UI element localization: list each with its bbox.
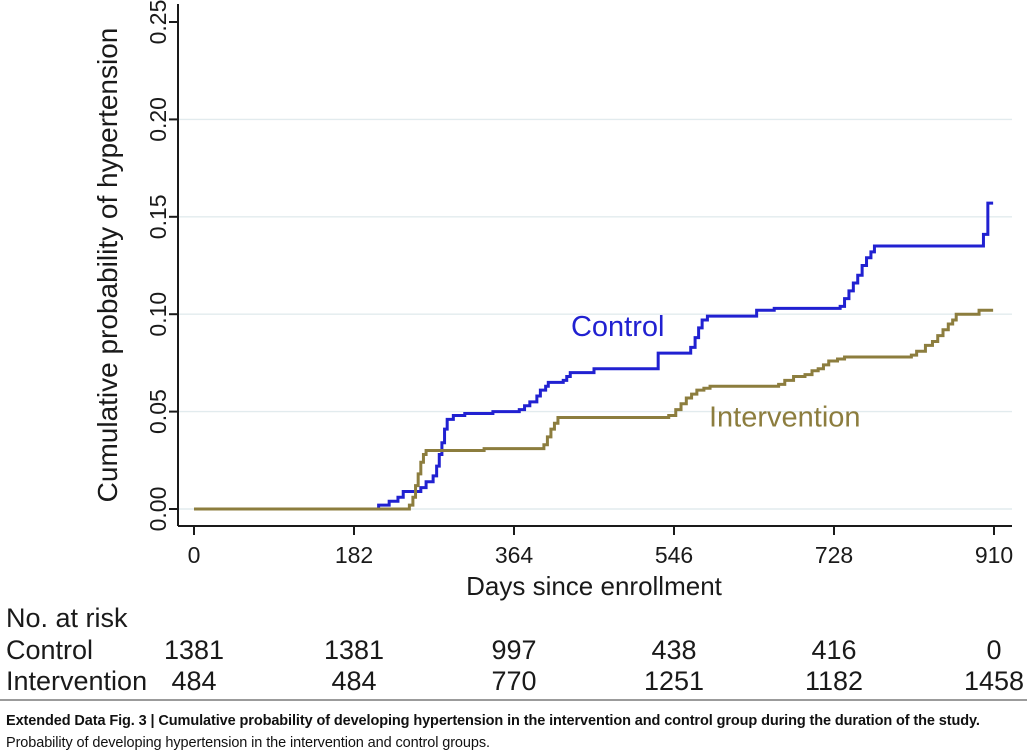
risk-table-title: No. at risk xyxy=(6,603,128,633)
x-tick-label: 910 xyxy=(975,542,1013,568)
risk-count-intervention-t364: 770 xyxy=(491,666,537,696)
caption-divider-rule xyxy=(0,699,1027,701)
risk-count-control-t546: 438 xyxy=(651,635,697,665)
control-curve xyxy=(194,201,994,511)
risk-count-intervention-t910: 1458 xyxy=(963,666,1025,696)
risk-count-intervention-t0: 484 xyxy=(171,666,217,696)
y-tick-label: 0.05 xyxy=(145,389,171,434)
control-curve-label: Control xyxy=(571,311,665,343)
x-tick-label: 546 xyxy=(655,542,693,568)
risk-count-intervention-t182: 484 xyxy=(331,666,377,696)
y-tick-label: 0.00 xyxy=(145,487,171,532)
risk-row-label-intervention: Intervention xyxy=(6,666,148,696)
intervention-curve-label: Intervention xyxy=(709,401,861,433)
caption-title-bold: Extended Data Fig. 3 | Cumulative probab… xyxy=(6,713,980,729)
risk-count-intervention-t546: 1251 xyxy=(643,666,705,696)
figure-caption: Extended Data Fig. 3 | Cumulative probab… xyxy=(6,710,1020,754)
risk-count-intervention-t728: 1182 xyxy=(804,666,864,696)
y-tick-label: 0.20 xyxy=(145,97,171,142)
risk-count-control-t728: 416 xyxy=(811,635,857,665)
y-tick-label: 0.10 xyxy=(145,292,171,337)
x-axis-title: Days since enrollment xyxy=(466,571,723,601)
x-tick-label: 728 xyxy=(815,542,853,568)
risk-row-label-control: Control xyxy=(6,635,94,665)
risk-count-control-t0: 1381 xyxy=(163,635,225,665)
risk-count-control-t910: 0 xyxy=(986,635,1002,665)
km-plot-area: 0.00 0.05 0.10 0.15 0.20 0.25 0 182 364 546 728 910… xyxy=(92,0,1013,601)
caption-description: Probability of developing hypertension i… xyxy=(6,735,490,751)
y-tick-label: 0.15 xyxy=(145,194,171,239)
y-tick-label: 0.25 xyxy=(145,0,171,44)
y-axis-title: Cumulative probability of hypertension xyxy=(92,28,123,503)
x-tick-label: 364 xyxy=(495,542,534,568)
number-at-risk-table: No. at risk Control 1381 1381 997 438 416 0 Int… xyxy=(0,0,1027,695)
x-tick-label: 0 xyxy=(188,542,201,568)
risk-count-control-t182: 1381 xyxy=(323,635,385,665)
risk-count-control-t364: 997 xyxy=(491,635,537,665)
cumulative-incidence-chart: 0.00 0.05 0.10 0.15 0.20 0.25 0 182 364 546 728 910… xyxy=(92,0,1013,601)
intervention-curve xyxy=(194,308,994,511)
x-tick-label: 182 xyxy=(335,542,373,568)
